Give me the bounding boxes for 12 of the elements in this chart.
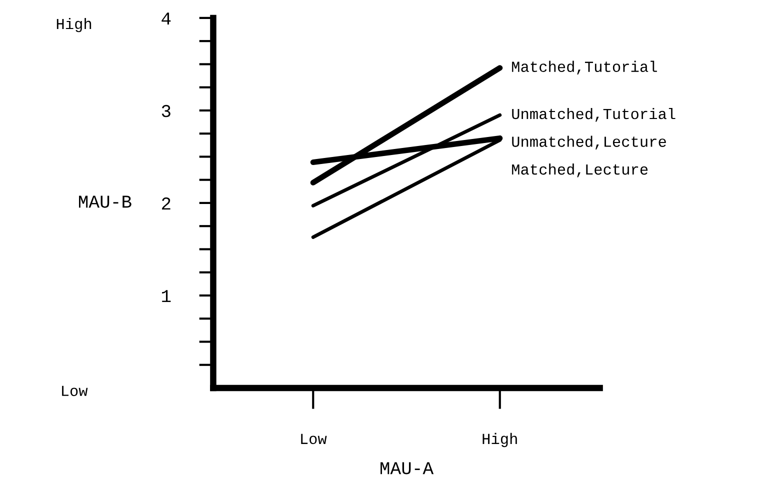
text: Low	[62, 386, 88, 396]
y-tick-label: 3	[162, 104, 170, 118]
series-label: Unmatched,Tutorial	[512, 108, 676, 122]
series-label: Unmatched,Lecture	[512, 136, 666, 150]
y-tick-label: 1	[162, 290, 171, 302]
series-label: Matched,Lecture	[512, 163, 648, 178]
series-label: Matched,Tutorial	[512, 60, 657, 75]
x-axis-title: MAU-A	[380, 462, 434, 474]
y-tick-label: 4	[162, 12, 171, 24]
y-tick-label: 2	[162, 197, 170, 210]
y-axis-title: MAU-B	[79, 196, 132, 208]
text: High	[56, 18, 92, 32]
